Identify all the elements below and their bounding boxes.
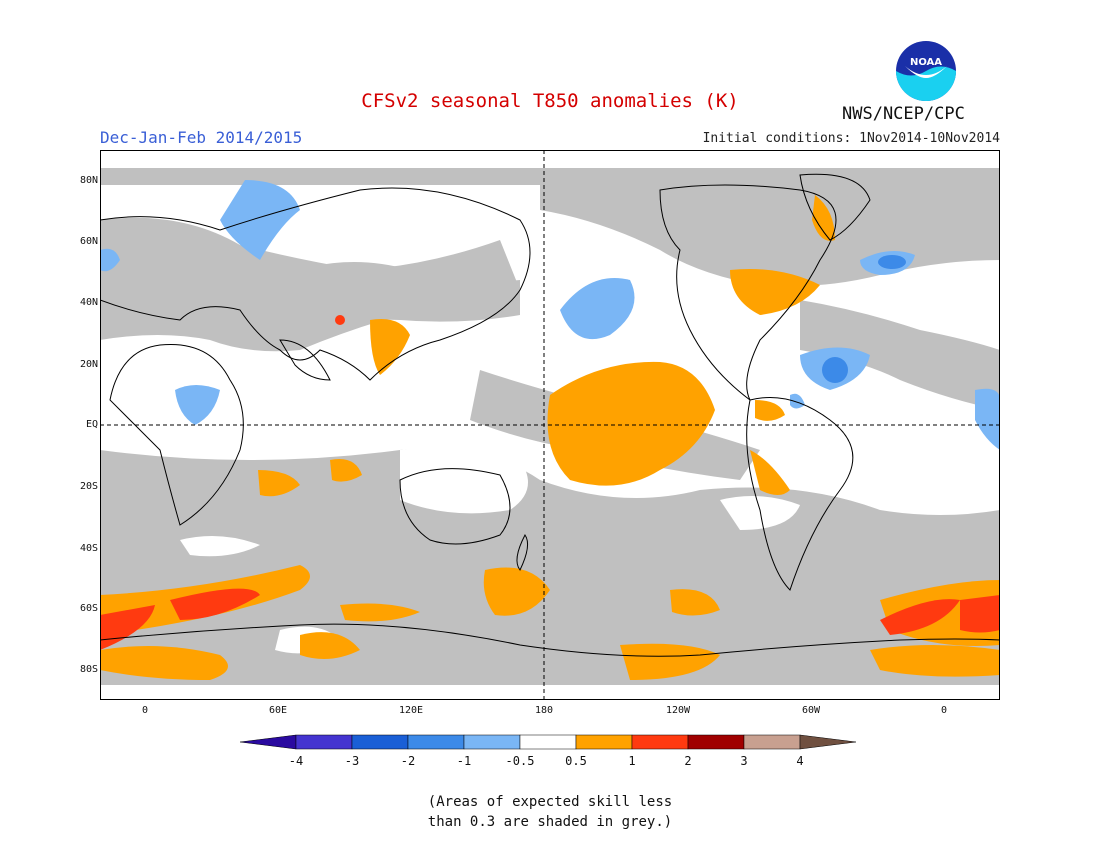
legend-cell xyxy=(463,734,521,750)
map-border xyxy=(100,150,1000,700)
initial-conditions-label: Initial conditions: 1Nov2014-10Nov2014 xyxy=(702,131,1000,146)
legend-label: 1 xyxy=(628,754,636,768)
anomaly-map xyxy=(100,150,1000,700)
lat-label: 60N xyxy=(79,236,98,247)
legend-cell xyxy=(631,734,689,750)
lon-label: 60W xyxy=(801,705,821,716)
lon-label: 180 xyxy=(534,705,554,716)
lat-label: 80S xyxy=(79,664,98,675)
note-line-2: than 0.3 are shaded in grey.) xyxy=(427,814,673,830)
lat-label: 80N xyxy=(79,175,98,186)
legend-label: -4 xyxy=(288,754,304,768)
legend-label: -2 xyxy=(400,754,416,768)
color-legend xyxy=(239,734,857,750)
lat-label: 40S xyxy=(79,543,98,554)
legend-cell xyxy=(239,734,297,750)
legend-cell xyxy=(575,734,633,750)
note-line-1: (Areas of expected skill less xyxy=(427,794,673,810)
skill-note: (Areas of expected skill less than 0.3 a… xyxy=(0,792,1100,832)
legend-cell xyxy=(519,734,577,750)
lon-label: 120E xyxy=(398,705,424,716)
legend-cell xyxy=(743,734,801,750)
lon-label: 60E xyxy=(268,705,288,716)
noaa-logo-icon: NOAA xyxy=(896,41,956,101)
lat-label: 40N xyxy=(79,297,98,308)
svg-text:NOAA: NOAA xyxy=(910,57,942,68)
agency-label: NWS/NCEP/CPC xyxy=(842,104,965,124)
lat-label: 20S xyxy=(79,481,98,492)
chart-title: CFSv2 seasonal T850 anomalies (K) xyxy=(361,90,739,112)
lon-label: 120W xyxy=(665,705,691,716)
coastlines xyxy=(100,173,1000,657)
lon-label: 0 xyxy=(141,705,149,716)
season-label: Dec-Jan-Feb 2014/2015 xyxy=(100,128,303,147)
lon-label: 0 xyxy=(940,705,948,716)
lat-label: 60S xyxy=(79,603,98,614)
legend-label: -0.5 xyxy=(505,754,535,768)
legend-cell xyxy=(799,734,857,750)
legend-label: 4 xyxy=(796,754,804,768)
lat-label: EQ xyxy=(85,419,98,430)
legend-label: -3 xyxy=(344,754,360,768)
legend-label: 3 xyxy=(740,754,748,768)
legend-cell xyxy=(295,734,353,750)
legend-label: 0.5 xyxy=(565,754,587,768)
legend-label: -1 xyxy=(456,754,472,768)
legend-cell xyxy=(407,734,465,750)
legend-label: 2 xyxy=(684,754,692,768)
lat-label: 20N xyxy=(79,359,98,370)
legend-cell xyxy=(687,734,745,750)
cold-anomalies xyxy=(100,180,1000,450)
legend-cell xyxy=(351,734,409,750)
